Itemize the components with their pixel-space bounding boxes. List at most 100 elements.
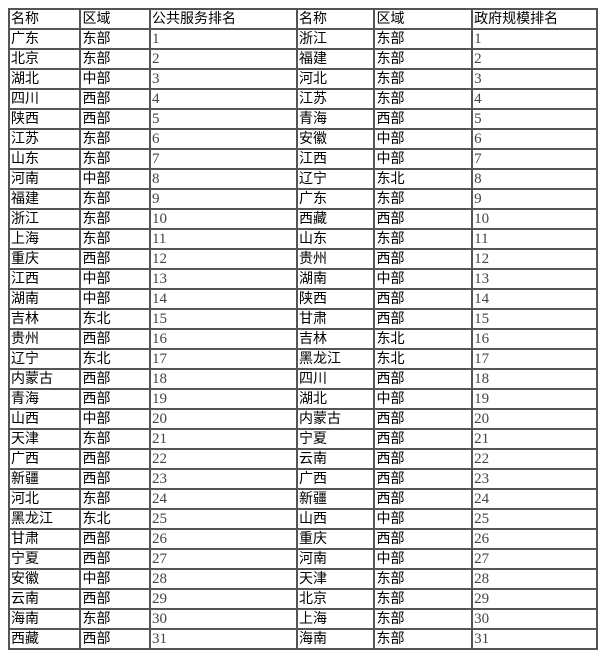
header-cell: 公共服务排名 [149,9,297,29]
region-cell: 东北 [80,509,150,529]
region-cell: 东北 [374,349,473,369]
table-row: 湖南 中部 14 陕西 西部 14 [9,289,597,309]
public-service-rank-cell: 2 [149,49,297,69]
public-service-rank-cell: 1 [149,29,297,49]
public-service-rank-cell: 26 [149,529,297,549]
region-cell: 东部 [374,629,473,649]
government-size-rank-cell: 2 [472,49,597,69]
public-service-rank-cell: 19 [149,389,297,409]
province-name-cell: 天津 [9,429,81,449]
table-row: 青海 西部 19 湖北 中部 19 [9,389,597,409]
region-cell: 东部 [374,589,473,609]
public-service-rank-cell: 10 [149,209,297,229]
province-name-cell: 河北 [9,489,81,509]
table-row: 吉林 东北 15 甘肃 西部 15 [9,309,597,329]
region-cell: 西部 [374,209,473,229]
region-cell: 东北 [374,169,473,189]
table-row: 福建 东部 9 广东 东部 9 [9,189,597,209]
province-name-cell: 辽宁 [296,169,375,189]
region-cell: 东部 [374,229,473,249]
province-name-cell: 河北 [296,69,375,89]
table-row: 宁夏 西部 27 河南 中部 27 [9,549,597,569]
province-name-cell: 四川 [296,369,375,389]
public-service-rank-cell: 8 [149,169,297,189]
province-name-cell: 重庆 [296,529,375,549]
province-name-cell: 四川 [9,89,81,109]
province-name-cell: 内蒙古 [9,369,81,389]
region-cell: 西部 [80,109,150,129]
header-cell: 区域 [80,9,150,29]
region-cell: 西部 [80,469,150,489]
public-service-rank-cell: 29 [149,589,297,609]
government-size-rank-cell: 26 [472,529,597,549]
province-name-cell: 江西 [9,269,81,289]
province-name-cell: 湖南 [9,289,81,309]
public-service-rank-cell: 9 [149,189,297,209]
table-row: 辽宁 东北 17 黑龙江 东北 17 [9,349,597,369]
public-service-rank-cell: 22 [149,449,297,469]
public-service-rank-cell: 7 [149,149,297,169]
header-cell: 区域 [374,9,473,29]
table-row: 安徽 中部 28 天津 东部 28 [9,569,597,589]
table-row: 海南 东部 30 上海 东部 30 [9,609,597,629]
province-name-cell: 海南 [296,629,375,649]
region-cell: 东北 [80,309,150,329]
region-cell: 西部 [80,329,150,349]
region-cell: 东部 [374,609,473,629]
table-row: 云南 西部 29 北京 东部 29 [9,589,597,609]
government-size-rank-cell: 12 [472,249,597,269]
government-size-rank-cell: 16 [472,329,597,349]
public-service-rank-cell: 15 [149,309,297,329]
province-name-cell: 陕西 [296,289,375,309]
region-cell: 东部 [374,29,473,49]
table-row: 浙江 东部 10 西藏 西部 10 [9,209,597,229]
public-service-rank-cell: 23 [149,469,297,489]
table-row: 江苏 东部 6 安徽 中部 6 [9,129,597,149]
government-size-rank-cell: 29 [472,589,597,609]
government-size-rank-cell: 3 [472,69,597,89]
government-size-rank-cell: 14 [472,289,597,309]
province-name-cell: 山西 [9,409,81,429]
province-name-cell: 甘肃 [9,529,81,549]
province-name-cell: 天津 [296,569,375,589]
government-size-rank-cell: 24 [472,489,597,509]
region-cell: 东部 [374,89,473,109]
province-name-cell: 陕西 [9,109,81,129]
region-cell: 西部 [374,249,473,269]
province-name-cell: 福建 [296,49,375,69]
region-cell: 西部 [80,449,150,469]
table-row: 新疆 西部 23 广西 西部 23 [9,469,597,489]
public-service-rank-cell: 5 [149,109,297,129]
province-name-cell: 江苏 [9,129,81,149]
region-cell: 西部 [374,289,473,309]
region-cell: 中部 [80,269,150,289]
table-row: 甘肃 西部 26 重庆 西部 26 [9,529,597,549]
table-row: 山西 中部 20 内蒙古 西部 20 [9,409,597,429]
province-name-cell: 宁夏 [9,549,81,569]
government-size-rank-cell: 20 [472,409,597,429]
government-size-rank-cell: 13 [472,269,597,289]
province-name-cell: 吉林 [296,329,375,349]
table-row: 河南 中部 8 辽宁 东北 8 [9,169,597,189]
province-name-cell: 山东 [296,229,375,249]
province-name-cell: 湖北 [9,69,81,89]
province-name-cell: 黑龙江 [296,349,375,369]
province-name-cell: 青海 [296,109,375,129]
government-size-rank-cell: 17 [472,349,597,369]
province-name-cell: 江苏 [296,89,375,109]
government-size-rank-cell: 1 [472,29,597,49]
province-name-cell: 辽宁 [9,349,81,369]
province-name-cell: 广东 [9,29,81,49]
province-name-cell: 安徽 [296,129,375,149]
government-size-rank-cell: 7 [472,149,597,169]
table-row: 广西 西部 22 云南 西部 22 [9,449,597,469]
region-cell: 东北 [374,329,473,349]
region-cell: 东部 [374,69,473,89]
region-cell: 东部 [80,429,150,449]
region-cell: 东部 [80,129,150,149]
government-size-rank-cell: 31 [472,629,597,649]
public-service-rank-cell: 30 [149,609,297,629]
province-name-cell: 甘肃 [296,309,375,329]
province-name-cell: 新疆 [296,489,375,509]
table-row: 重庆 西部 12 贵州 西部 12 [9,249,597,269]
